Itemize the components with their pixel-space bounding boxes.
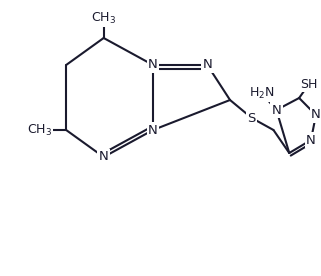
Text: H$_2$N: H$_2$N xyxy=(249,86,274,100)
Text: SH: SH xyxy=(300,78,318,91)
Text: CH$_3$: CH$_3$ xyxy=(27,123,52,137)
Text: N: N xyxy=(203,59,212,71)
Text: N: N xyxy=(148,123,158,137)
Text: N: N xyxy=(272,104,281,116)
Text: N: N xyxy=(311,108,321,121)
Text: S: S xyxy=(247,112,256,124)
Text: N: N xyxy=(99,150,108,163)
Text: N: N xyxy=(306,134,316,147)
Text: CH$_3$: CH$_3$ xyxy=(91,10,116,26)
Text: N: N xyxy=(148,59,158,71)
